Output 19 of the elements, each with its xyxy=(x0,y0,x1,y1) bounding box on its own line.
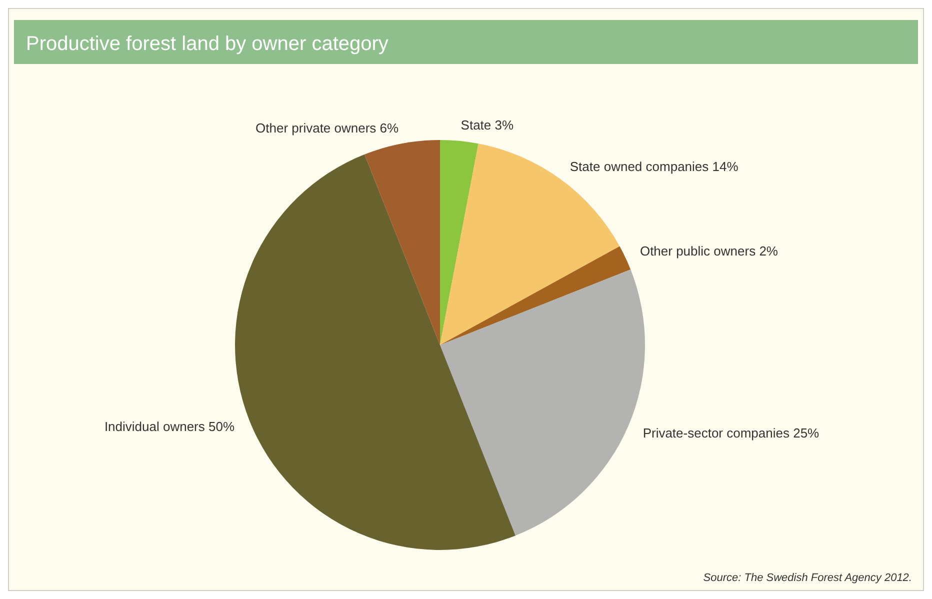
slice-label: Other private owners xyxy=(256,120,376,136)
slice-label: Individual owners xyxy=(104,418,205,434)
data-label: 6% xyxy=(380,120,399,136)
pie-slice xyxy=(440,270,645,536)
data-label: 50% xyxy=(208,418,235,434)
pie-slice xyxy=(235,154,516,550)
source-note: Source: The Swedish Forest Agency 2012. xyxy=(703,572,912,584)
slice-label: State xyxy=(460,118,492,133)
data-label: 14% xyxy=(712,158,738,174)
pie-slice xyxy=(440,246,631,345)
slice-label: Other public owners xyxy=(640,243,756,258)
data-label: 3% xyxy=(494,118,514,133)
slice-label: State owned companies xyxy=(570,158,709,174)
chart-title: Productive forest land by owner category xyxy=(26,33,388,55)
slice-label: Private-sector companies xyxy=(642,425,790,440)
pie-slice xyxy=(364,140,440,345)
data-label: 2% xyxy=(759,243,778,258)
data-label: 25% xyxy=(793,425,820,440)
pie-slice xyxy=(440,140,478,345)
